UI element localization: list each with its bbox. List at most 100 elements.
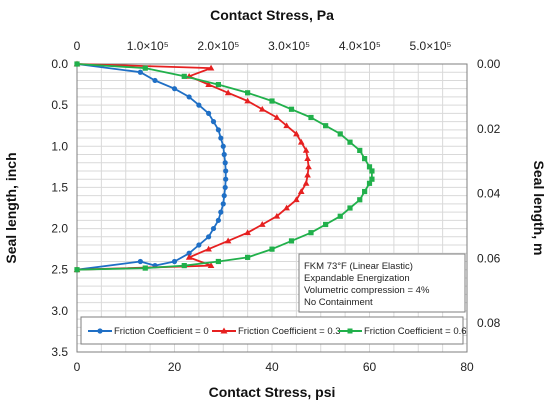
data-point — [347, 205, 353, 211]
data-point — [181, 263, 187, 269]
series-1 — [73, 60, 312, 273]
legend-item: Friction Coefficient = 0.3 — [212, 326, 341, 337]
data-point — [220, 201, 226, 207]
data-point — [269, 98, 275, 104]
data-point — [357, 147, 363, 153]
data-point — [297, 138, 305, 145]
y-axis-left-ticks: 0.0 0.5 1.0 1.5 2.0 2.5 3.0 3.5 — [51, 57, 68, 359]
legend-label: Friction Coefficient = 0 — [114, 326, 209, 337]
data-point — [244, 229, 251, 236]
data-point — [137, 69, 143, 75]
data-point — [323, 123, 329, 129]
x-axis-bottom-title: Contact Stress, psi — [209, 384, 336, 400]
legend-swatch-marker — [220, 327, 228, 334]
data-point — [142, 65, 148, 71]
annotation-box: FKM 73°F (Linear Elastic) Expandable Ene… — [298, 253, 466, 313]
legend-label: Friction Coefficient = 0.6 — [364, 326, 467, 337]
x-axis-top-tick-label: 1.0×10⁵ — [127, 39, 169, 53]
y-axis-left-tick-label: 0.0 — [51, 57, 68, 71]
data-point — [186, 94, 192, 100]
y-axis-right-ticks: 0.00 0.02 0.04 0.06 0.08 — [477, 57, 501, 330]
series-line — [76, 63, 373, 271]
data-point — [308, 230, 314, 236]
data-point — [366, 180, 373, 186]
data-point — [185, 253, 193, 260]
data-point — [207, 262, 215, 268]
x-axis-top-tick-label: 3.0×10⁵ — [268, 39, 310, 53]
y-axis-right-tick-label: 0.06 — [477, 251, 501, 265]
data-point — [362, 156, 368, 162]
data-point — [206, 110, 212, 116]
x-axis-top-tick-label: 2.0×10⁵ — [197, 39, 239, 53]
y-axis-left-title: Seal length, inch — [3, 152, 19, 263]
y-axis-right-title: Seal length, m — [531, 161, 547, 256]
data-point — [288, 106, 295, 112]
x-axis-bottom-tick-label: 40 — [265, 360, 279, 374]
data-point — [302, 179, 310, 186]
legend-item: Friction Coefficient = 0.6 — [338, 326, 467, 337]
x-axis-top-ticks: 0 1.0×10⁵ 2.0×10⁵ 3.0×10⁵ 4.0×10⁵ 5.0×10⁵ — [74, 39, 452, 53]
data-point — [196, 242, 202, 248]
data-point — [210, 119, 217, 125]
legend-label: Friction Coefficient = 0.3 — [238, 326, 341, 337]
annotation-line: Expandable Energization — [304, 273, 410, 284]
data-point — [220, 143, 226, 149]
x-axis-top-title: Contact Stress, Pa — [210, 7, 334, 23]
data-point — [283, 122, 290, 129]
series-layer — [73, 60, 375, 273]
data-point — [196, 102, 202, 108]
legend: Friction Coefficient = 0 Friction Coeffi… — [80, 316, 467, 345]
data-point — [305, 163, 312, 170]
data-point — [221, 151, 227, 158]
data-point — [362, 188, 368, 195]
x-axis-top-tick-label: 4.0×10⁵ — [339, 39, 381, 53]
y-axis-left-tick-label: 2.5 — [51, 263, 68, 277]
y-axis-right-tick-label: 0.00 — [477, 57, 501, 71]
series-line — [76, 63, 227, 271]
data-point — [245, 90, 251, 96]
data-point — [218, 209, 224, 215]
data-point — [171, 86, 178, 92]
data-point — [186, 250, 192, 256]
plot-frame — [76, 63, 468, 353]
series-2 — [74, 61, 375, 273]
data-point — [245, 254, 251, 260]
data-point — [74, 61, 80, 67]
data-point — [337, 213, 343, 219]
data-point — [224, 237, 232, 244]
annotation-line: Volumetric compression = 4% — [304, 285, 430, 296]
data-point — [210, 225, 217, 232]
data-point — [323, 221, 329, 228]
x-axis-bottom-ticks: 0 20 40 60 80 — [74, 360, 474, 374]
data-point — [206, 234, 212, 240]
data-point — [369, 176, 375, 182]
data-point — [137, 258, 143, 265]
y-axis-left-tick-label: 3.0 — [51, 304, 68, 318]
data-point — [269, 246, 275, 252]
y-axis-left-tick-label: 2.0 — [51, 222, 68, 236]
data-point — [223, 168, 229, 174]
data-point — [244, 97, 251, 104]
x-axis-bottom-tick-label: 0 — [74, 360, 81, 374]
data-point — [337, 131, 343, 137]
data-point — [205, 245, 212, 252]
data-point — [222, 160, 228, 166]
y-axis-left-tick-label: 3.5 — [51, 345, 68, 359]
data-point — [221, 193, 227, 199]
data-point — [273, 114, 281, 120]
data-point — [142, 265, 148, 271]
series-0 — [74, 61, 229, 273]
x-axis-bottom-tick-label: 60 — [363, 360, 377, 374]
y-axis-right-tick-label: 0.08 — [477, 316, 501, 330]
data-point — [283, 204, 290, 211]
data-point — [258, 105, 266, 112]
data-point — [215, 217, 221, 223]
data-point — [297, 188, 305, 194]
data-point — [347, 139, 353, 145]
data-point — [366, 164, 373, 170]
y-axis-left-tick-label: 0.5 — [51, 98, 68, 112]
data-point — [308, 114, 314, 121]
y-axis-right-tick-label: 0.04 — [477, 187, 501, 201]
y-axis-left-tick-label: 1.5 — [51, 180, 68, 194]
